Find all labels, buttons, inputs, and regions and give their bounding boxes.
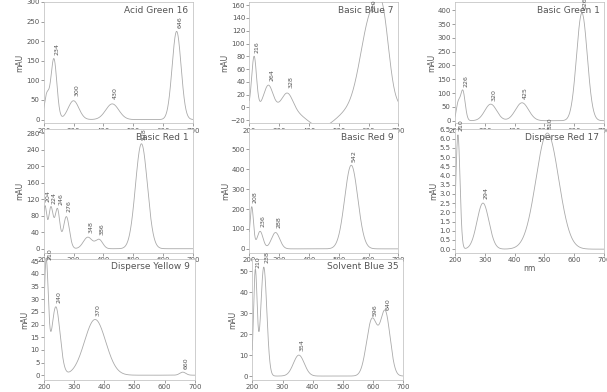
Text: 542: 542 bbox=[352, 150, 357, 162]
Y-axis label: mAU: mAU bbox=[429, 182, 438, 200]
Text: 610: 610 bbox=[372, 0, 377, 11]
Text: 246: 246 bbox=[58, 193, 63, 205]
Text: Disperse Yellow 9: Disperse Yellow 9 bbox=[112, 262, 191, 271]
Text: 386: 386 bbox=[100, 223, 105, 235]
Y-axis label: mAU: mAU bbox=[220, 54, 229, 72]
Text: 210: 210 bbox=[47, 249, 52, 260]
Text: 528: 528 bbox=[142, 128, 147, 140]
Text: 210: 210 bbox=[458, 120, 464, 131]
X-axis label: nm: nm bbox=[523, 135, 535, 144]
Text: 660: 660 bbox=[183, 358, 188, 369]
Text: Basic Blue 7: Basic Blue 7 bbox=[338, 5, 394, 15]
Y-axis label: mAU: mAU bbox=[16, 182, 25, 200]
Text: 626: 626 bbox=[583, 0, 588, 9]
X-axis label: nm: nm bbox=[317, 135, 330, 144]
X-axis label: nm: nm bbox=[523, 264, 535, 273]
Text: 294: 294 bbox=[484, 187, 489, 200]
Y-axis label: mAU: mAU bbox=[229, 310, 238, 328]
Y-axis label: mAU: mAU bbox=[16, 54, 25, 72]
Text: Acid Green 16: Acid Green 16 bbox=[124, 5, 188, 15]
Text: 328: 328 bbox=[288, 76, 293, 88]
Text: 234: 234 bbox=[55, 43, 59, 55]
Text: 288: 288 bbox=[276, 216, 281, 228]
Text: 510: 510 bbox=[548, 118, 553, 129]
Text: 370: 370 bbox=[96, 304, 101, 316]
Text: 216: 216 bbox=[255, 41, 260, 53]
Text: 646: 646 bbox=[177, 16, 182, 28]
Text: Basic Red 1: Basic Red 1 bbox=[135, 133, 188, 142]
Y-axis label: mAU: mAU bbox=[20, 310, 29, 328]
Text: Basic Red 9: Basic Red 9 bbox=[341, 133, 394, 142]
Text: 210: 210 bbox=[256, 256, 261, 268]
Text: 238: 238 bbox=[265, 252, 270, 263]
Text: 224: 224 bbox=[52, 192, 56, 204]
Y-axis label: mAU: mAU bbox=[222, 182, 230, 200]
X-axis label: nm: nm bbox=[112, 135, 124, 144]
Y-axis label: mAU: mAU bbox=[427, 54, 436, 72]
Text: 300: 300 bbox=[74, 85, 79, 96]
X-axis label: nm: nm bbox=[112, 264, 124, 273]
Text: 425: 425 bbox=[523, 87, 527, 99]
Text: 226: 226 bbox=[463, 75, 469, 87]
X-axis label: nm: nm bbox=[317, 264, 330, 273]
Text: 348: 348 bbox=[89, 221, 93, 233]
Text: Disperse Red 17: Disperse Red 17 bbox=[526, 133, 600, 142]
Text: Basic Green 1: Basic Green 1 bbox=[537, 5, 600, 15]
Text: 596: 596 bbox=[373, 304, 378, 316]
Text: 264: 264 bbox=[269, 70, 274, 82]
Text: 354: 354 bbox=[299, 339, 305, 352]
Text: Solvent Blue 35: Solvent Blue 35 bbox=[327, 262, 399, 271]
Text: 430: 430 bbox=[113, 87, 118, 100]
Text: 276: 276 bbox=[67, 200, 72, 212]
Text: 640: 640 bbox=[386, 298, 391, 310]
Text: 320: 320 bbox=[491, 89, 497, 100]
Text: 208: 208 bbox=[253, 192, 257, 203]
Text: 236: 236 bbox=[260, 215, 266, 227]
Text: 204: 204 bbox=[46, 190, 50, 202]
Text: 240: 240 bbox=[56, 291, 61, 303]
